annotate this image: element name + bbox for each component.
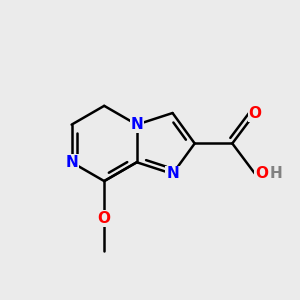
Text: H: H [270, 166, 282, 181]
Text: N: N [166, 167, 179, 182]
Text: N: N [130, 117, 143, 132]
Text: O: O [255, 166, 268, 181]
Text: O: O [98, 211, 111, 226]
Text: N: N [65, 155, 78, 170]
Text: O: O [248, 106, 261, 121]
